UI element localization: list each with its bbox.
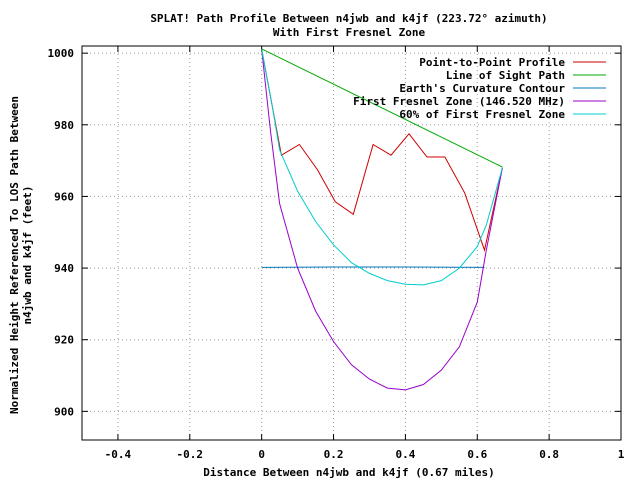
plot-frame: [81, 45, 622, 441]
y-axis-label-line2: n4jwb and k4jf (feet): [21, 185, 34, 324]
y-tick-label: 920: [54, 334, 74, 347]
y-tick-label: 960: [54, 190, 74, 203]
legend-label: Line of Sight Path: [446, 69, 565, 82]
y-axis-label-line1: Normalized Height Referenced To LOS Path…: [8, 96, 21, 414]
chart-subtitle: With First Fresnel Zone: [273, 26, 426, 39]
y-tick-label: 900: [54, 405, 74, 418]
plot-series: [261, 48, 503, 391]
series-line-first-fresnel-zone-146-520-mhz: [261, 49, 503, 391]
legend-label: First Fresnel Zone (146.520 MHz): [353, 95, 565, 108]
y-tick-label: 980: [54, 119, 74, 132]
x-tick-label: 0.4: [395, 448, 415, 461]
legend-label: Earth's Curvature Contour: [399, 82, 565, 95]
series-line-line-of-sight-path: [261, 48, 503, 168]
x-tick-label: 0.6: [467, 448, 487, 461]
grid-lines: [82, 46, 621, 440]
x-tick-label: 0: [258, 448, 265, 461]
tick-labels: -0.4 -0.2 0 0.2 0.4 0.6 0.8 1 900 920 940 960 980 100…: [48, 47, 625, 461]
x-tick-label: -0.2: [177, 448, 204, 461]
x-tick-label: 0.8: [539, 448, 559, 461]
y-tick-label: 940: [54, 262, 74, 275]
x-tick-label: 0.2: [324, 448, 344, 461]
legend-label: 60% of First Fresnel Zone: [399, 108, 565, 121]
chart-title: SPLAT! Path Profile Between n4jwb and k4…: [150, 12, 547, 25]
legend-label: Point-to-Point Profile: [419, 56, 565, 69]
y-tick-label: 1000: [48, 47, 75, 60]
series-line-60-of-first-fresnel-zone: [261, 49, 503, 286]
x-axis-label: Distance Between n4jwb and k4jf (0.67 mi…: [203, 466, 494, 479]
x-tick-label: -0.4: [105, 448, 132, 461]
tick-marks: [82, 46, 622, 440]
series-line-point-to-point-profile: [261, 49, 503, 253]
x-tick-label: 1: [618, 448, 625, 461]
